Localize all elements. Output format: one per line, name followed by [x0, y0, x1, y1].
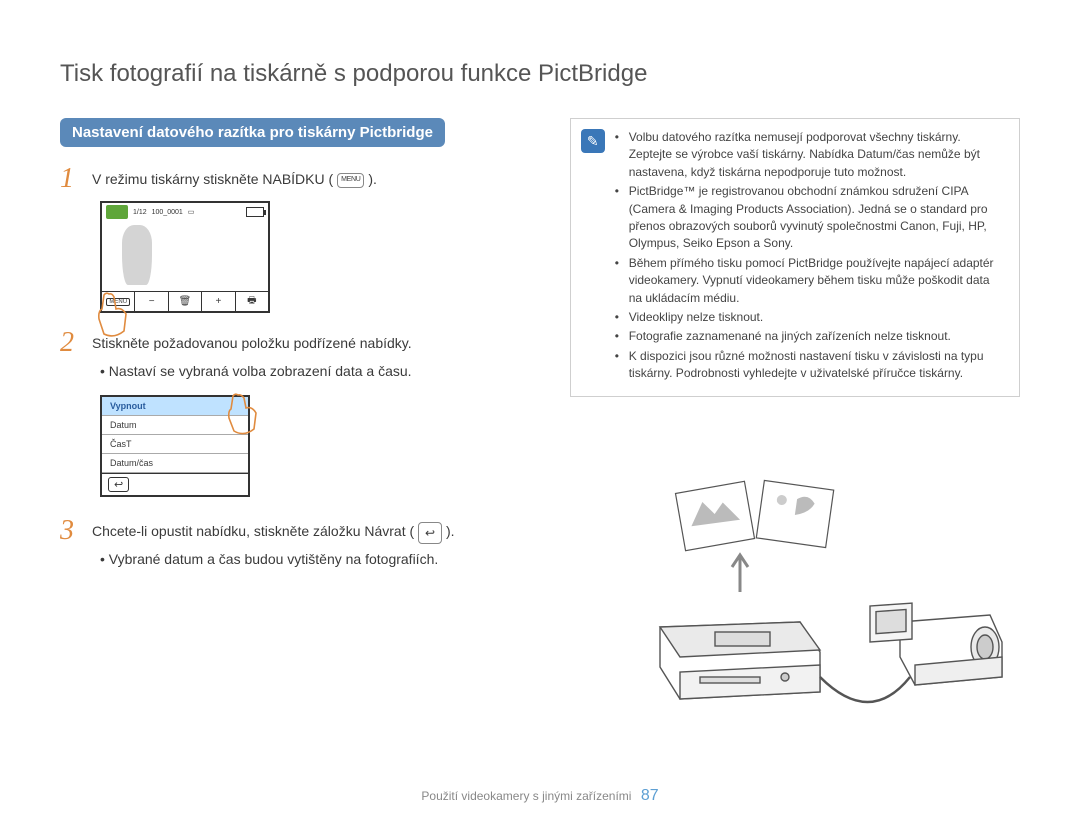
print-button[interactable]: 🖶	[236, 291, 268, 311]
menu-item-time[interactable]: ČasT	[102, 435, 248, 454]
minus-button[interactable]: −	[135, 291, 168, 311]
touch-hand-icon	[226, 391, 266, 437]
printer-camera-illustration	[570, 477, 1010, 737]
trash-button[interactable]: 🗑	[169, 291, 202, 311]
screen2-bottom: ↩	[102, 473, 248, 495]
step-1-text: V režimu tiskárny stiskněte NABÍDKU ( ME…	[92, 165, 377, 190]
info-box: ✎ Volbu datového razítka nemusejí podpor…	[570, 118, 1020, 397]
right-column: ✎ Volbu datového razítka nemusejí podpor…	[570, 118, 1020, 742]
photo-silhouette	[122, 225, 152, 285]
battery-icon	[246, 207, 264, 217]
screen1-filecode: 100_0001	[152, 209, 183, 216]
screen1-counter: 1/12	[133, 209, 147, 216]
page-number: 87	[641, 787, 659, 804]
content-columns: Nastavení datového razítka pro tiskárny …	[60, 118, 1020, 742]
step1-text-b: ).	[368, 171, 377, 187]
back-chip-icon: ↩	[418, 522, 442, 544]
step-2-bullet: Nastaví se vybraná volba zobrazení data …	[100, 361, 540, 381]
info-list: Volbu datového razítka nemusejí podporov…	[615, 129, 1005, 384]
step-3-text: Chcete-li opustit nabídku, stiskněte zál…	[92, 517, 455, 543]
mode-icon	[106, 205, 128, 219]
step-2-text: Stiskněte požadovanou položku podřízené …	[92, 329, 412, 354]
step-3-bullet: Vybrané datum a čas budou vytištěny na f…	[100, 549, 540, 569]
plus-button[interactable]: +	[202, 291, 235, 311]
step3-text-b: ).	[446, 523, 455, 539]
section-banner: Nastavení datového razítka pro tiskárny …	[60, 118, 445, 147]
left-column: Nastavení datového razítka pro tiskárny …	[60, 118, 540, 742]
back-button[interactable]: ↩	[108, 477, 129, 492]
page-footer: Použití videokamery s jinými zařízeními …	[0, 787, 1080, 805]
info-item: Fotografie zaznamenané na jiných zařízen…	[615, 328, 1005, 345]
step1-text-a: V režimu tiskárny stiskněte NABÍDKU (	[92, 171, 333, 187]
menu-chip-icon: MENU	[337, 173, 364, 188]
step-1: 1 V režimu tiskárny stiskněte NABÍDKU ( …	[60, 165, 540, 193]
info-item: Během přímého tisku pomocí PictBridge po…	[615, 255, 1005, 307]
touch-hand-icon	[94, 289, 134, 339]
step-3: 3 Chcete-li opustit nabídku, stiskněte z…	[60, 517, 540, 545]
step3-text-a: Chcete-li opustit nabídku, stiskněte zál…	[92, 523, 414, 539]
note-icon: ✎	[581, 129, 605, 153]
screen1-topbar: 1/12 100_0001 ▭	[102, 203, 268, 221]
info-item: K dispozici jsou různé možnosti nastaven…	[615, 348, 1005, 383]
camera-screen-1: 1/12 100_0001 ▭ MENU − 🗑 + 🖶	[100, 201, 270, 313]
menu-item-datetime[interactable]: Datum/čas	[102, 454, 248, 473]
step-number: 3	[60, 517, 78, 545]
card-icon: ▭	[188, 208, 195, 216]
step-number: 2	[60, 329, 78, 357]
camera-screen-2: Vypnout Datum ČasT Datum/čas ↩	[100, 395, 250, 497]
info-item: PictBridge™ je registrovanou obchodní zn…	[615, 183, 1005, 253]
page-title: Tisk fotografií na tiskárně s podporou f…	[60, 60, 1020, 88]
info-item: Volbu datového razítka nemusejí podporov…	[615, 129, 1005, 181]
step-number: 1	[60, 165, 78, 193]
footer-caption: Použití videokamery s jinými zařízeními	[421, 789, 631, 803]
info-item: Videoklipy nelze tisknout.	[615, 309, 1005, 326]
